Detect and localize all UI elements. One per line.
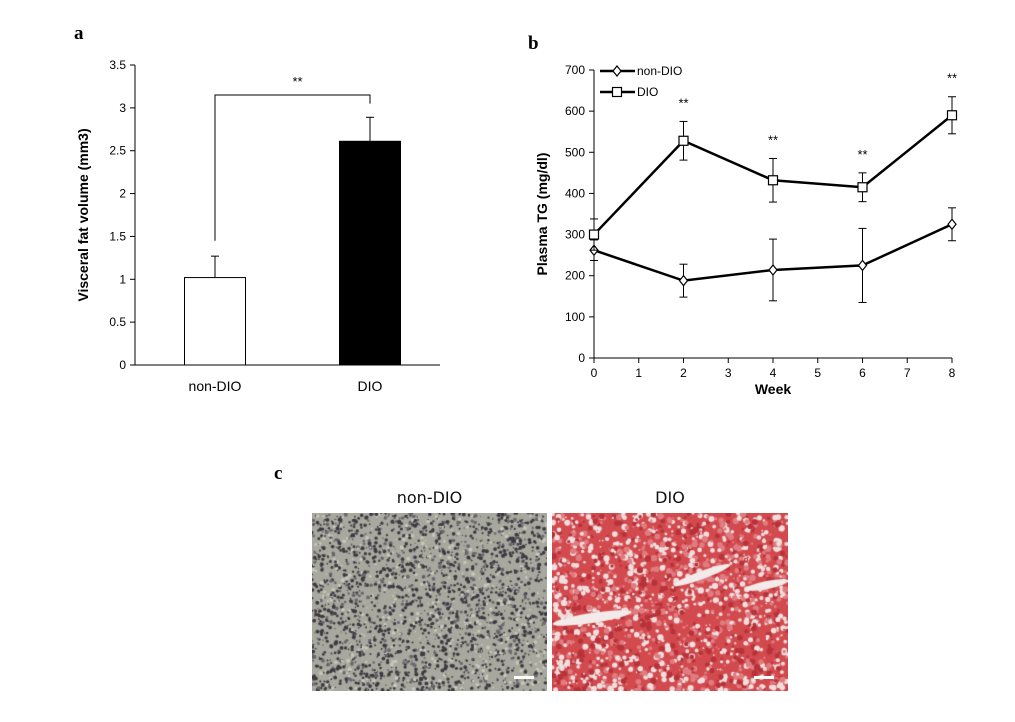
y-tick-label: 400	[565, 186, 585, 200]
significance-marker: **	[857, 147, 867, 162]
bar-dio	[339, 140, 401, 366]
micrograph-title-non-dio: non-DIO	[396, 488, 463, 507]
bar-chart-visceral-fat: 0 0.5 1 1.5 2 2.5 3 3.5 non-DIO DIO ** Visceral fat…	[75, 58, 440, 394]
data-point-dio	[678, 135, 689, 146]
y-tick-label: 1.5	[109, 229, 126, 243]
x-tick-label: 5	[814, 366, 821, 380]
panel-label-c: c	[274, 463, 283, 484]
data-point-non-dio	[947, 218, 957, 231]
y-axis-label: Plasma TG (mg/dl)	[534, 153, 550, 276]
significance-marker: **	[678, 95, 688, 110]
x-tick-label: 2	[680, 366, 687, 380]
panel-label-a: a	[74, 23, 84, 44]
legend-marker-non-dio	[612, 65, 622, 77]
x-category-label: non-DIO	[189, 378, 242, 394]
data-point-dio	[946, 110, 958, 121]
y-tick-label: 600	[565, 104, 585, 118]
panel-label-b: b	[528, 33, 539, 54]
y-tick-label: 300	[565, 228, 585, 242]
y-tick-label: 2	[119, 187, 126, 201]
y-tick-label: 1	[119, 272, 126, 286]
x-tick-label: 6	[859, 366, 866, 380]
data-point-dio	[857, 182, 868, 193]
x-tick-label: 3	[725, 366, 732, 380]
y-tick-label: 700	[565, 63, 585, 77]
y-tick-label: 0.5	[109, 315, 126, 329]
significance-marker: **	[292, 74, 302, 89]
y-axis-label: Visceral fat volume (mm3)	[75, 128, 91, 301]
y-tick-label: 0	[119, 358, 126, 372]
bar-non-dio	[184, 277, 246, 366]
y-tick-label: 3.5	[109, 58, 126, 72]
data-point-non-dio	[768, 263, 778, 276]
y-tick-label: 100	[565, 310, 585, 324]
scale-bar	[514, 676, 534, 679]
y-tick-label: 3	[119, 101, 126, 115]
x-tick-label: 7	[904, 366, 911, 380]
line-chart-plasma-tg: 0 100 200 300 400 500 600 700 0 1 2 3 4 5 6 7 8 Week Plasm…	[534, 63, 958, 397]
y-tick-label: 0	[578, 351, 585, 365]
y-tick-label: 500	[565, 145, 585, 159]
legend-label-dio: DIO	[637, 85, 658, 99]
significance-bracket	[214, 94, 371, 241]
significance-marker: **	[947, 71, 957, 86]
x-tick-label: 8	[949, 366, 956, 380]
significance-marker: **	[768, 132, 778, 147]
data-point-non-dio	[857, 259, 868, 272]
micrograph-non-dio	[312, 513, 547, 691]
scale-bar	[754, 676, 774, 679]
data-point-dio	[767, 175, 779, 186]
data-point-non-dio	[678, 274, 689, 287]
x-axis-label: Week	[755, 381, 792, 397]
y-tick-label: 2.5	[109, 144, 126, 158]
y-tick-label: 200	[565, 269, 585, 283]
legend-label-non-dio: non-DIO	[637, 64, 682, 78]
micrograph-title-dio: DIO	[655, 488, 685, 507]
x-tick-label: 4	[770, 366, 777, 380]
x-tick-label: 1	[635, 366, 642, 380]
micrograph-dio	[552, 513, 788, 691]
x-category-label: DIO	[358, 378, 383, 394]
data-point-dio	[588, 229, 600, 240]
legend-marker-dio	[611, 86, 623, 98]
x-tick-label: 0	[591, 366, 598, 380]
